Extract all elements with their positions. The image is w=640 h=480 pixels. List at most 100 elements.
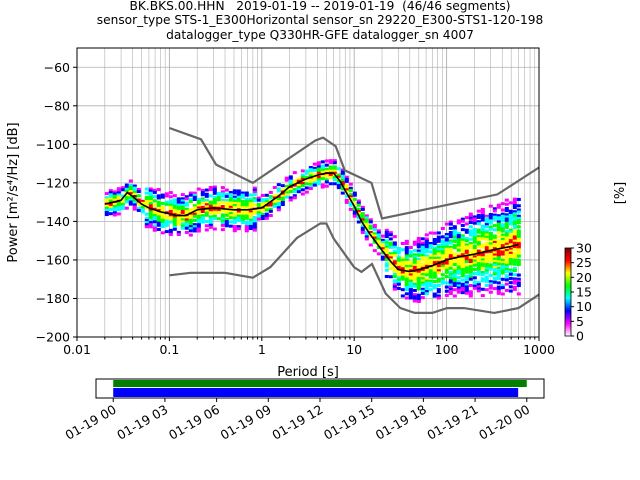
ppsd-cell xyxy=(108,207,113,211)
ppsd-cell xyxy=(440,273,445,277)
ppsd-cell xyxy=(504,253,509,257)
ppsd-cell xyxy=(188,218,193,222)
ppsd-cell xyxy=(320,168,325,172)
ppsd-cell xyxy=(240,210,245,214)
ppsd-cell xyxy=(508,262,513,266)
ppsd-cell xyxy=(516,258,521,262)
ppsd-cell xyxy=(368,220,373,224)
ppsd-cell xyxy=(440,235,445,239)
ppsd-cell xyxy=(404,265,409,269)
ppsd-cell xyxy=(292,187,297,191)
ppsd-cell xyxy=(408,285,413,289)
ppsd-cell xyxy=(404,286,409,290)
ppsd-cell xyxy=(504,257,509,261)
ppsd-cell xyxy=(504,198,509,202)
ppsd-cell xyxy=(456,238,461,242)
ppsd-cell xyxy=(272,194,277,198)
ppsd-cell xyxy=(168,214,173,218)
ppsd-cell xyxy=(244,214,249,218)
ppsd-cell xyxy=(492,236,497,240)
ppsd-cell xyxy=(408,281,413,285)
ppsd-cell xyxy=(188,199,193,203)
ppsd-cell xyxy=(480,235,485,239)
ppsd-cell xyxy=(508,209,513,213)
ppsd-cell xyxy=(164,219,169,223)
ppsd-cell xyxy=(332,175,337,179)
ppsd-cell xyxy=(172,215,177,219)
ppsd-cell xyxy=(156,206,161,210)
ppsd-cell xyxy=(224,211,229,215)
title-line-1: BK.BKS.00.HHN 2019-01-19 -- 2019-01-19 (… xyxy=(129,0,511,13)
ppsd-cell xyxy=(504,278,509,282)
ppsd-cell xyxy=(236,202,241,206)
ppsd-cell xyxy=(392,272,397,276)
ppsd-cell xyxy=(352,202,357,206)
ppsd-cell xyxy=(492,261,497,265)
ppsd-cell xyxy=(440,254,445,258)
ppsd-cell xyxy=(516,225,521,229)
ppsd-cell xyxy=(440,264,445,268)
ppsd-cell xyxy=(508,289,513,293)
ppsd-cell xyxy=(484,214,489,218)
ppsd-cell xyxy=(420,256,425,260)
ppsd-cell xyxy=(408,275,413,279)
ppsd-cell xyxy=(432,275,437,279)
ppsd-cell xyxy=(476,239,481,243)
ppsd-cell xyxy=(464,237,469,241)
ppsd-cell xyxy=(484,258,489,262)
ppsd-cell xyxy=(512,254,517,258)
ppsd-cell xyxy=(212,227,217,231)
ppsd-cell xyxy=(324,174,329,178)
ppsd-cell xyxy=(500,239,505,243)
ppsd-cell xyxy=(316,180,321,184)
ppsd-cell xyxy=(440,226,445,230)
ppsd-cell xyxy=(460,263,465,267)
ppsd-cell xyxy=(144,225,149,229)
ppsd-cell xyxy=(500,227,505,231)
ppsd-cell xyxy=(448,241,453,245)
ppsd-cell xyxy=(260,200,265,204)
mode-line xyxy=(104,172,519,273)
ppsd-cell xyxy=(416,278,421,282)
ppsd-cell xyxy=(140,208,145,212)
ppsd-cell xyxy=(468,246,473,250)
ppsd-cell xyxy=(232,214,237,218)
ppsd-cell xyxy=(128,198,133,202)
ppsd-cell xyxy=(484,241,489,245)
ppsd-cell xyxy=(424,237,429,241)
ppsd-cell xyxy=(424,241,429,245)
ppsd-cell xyxy=(420,237,425,241)
ppsd-cell xyxy=(120,194,125,198)
ppsd-cell xyxy=(296,188,301,192)
ppsd-cell xyxy=(336,175,341,179)
ppsd-cell xyxy=(112,202,117,206)
ppsd-cell xyxy=(212,204,217,208)
ppsd-cell xyxy=(512,235,517,239)
ppsd-cell xyxy=(352,214,357,218)
ppsd-cell xyxy=(516,204,521,208)
ppsd-cell xyxy=(440,256,445,260)
ppsd-cell xyxy=(236,212,241,216)
ppsd-cell xyxy=(420,252,425,256)
ppsd-cell xyxy=(312,162,317,166)
ppsd-cell xyxy=(508,234,513,238)
y-tick-label: −120 xyxy=(36,175,70,190)
ppsd-cell xyxy=(248,193,253,197)
ppsd-cell xyxy=(408,277,413,281)
ppsd-cell xyxy=(424,260,429,264)
ppsd-cell xyxy=(364,220,369,224)
ppsd-cell xyxy=(516,231,521,235)
ppsd-cell xyxy=(500,263,505,267)
ppsd-cell xyxy=(388,254,393,258)
ppsd-cell xyxy=(500,244,505,248)
ppsd-cell xyxy=(504,221,509,225)
ppsd-cell xyxy=(256,198,261,202)
ppsd-cell xyxy=(160,214,165,218)
ppsd-cell xyxy=(448,270,453,274)
ppsd-cell xyxy=(468,216,473,220)
ppsd-cell xyxy=(476,215,481,219)
ppsd-cell xyxy=(348,207,353,211)
ppsd-cell xyxy=(408,267,413,271)
ppsd-cell xyxy=(476,209,481,213)
ppsd-cell xyxy=(132,190,137,194)
